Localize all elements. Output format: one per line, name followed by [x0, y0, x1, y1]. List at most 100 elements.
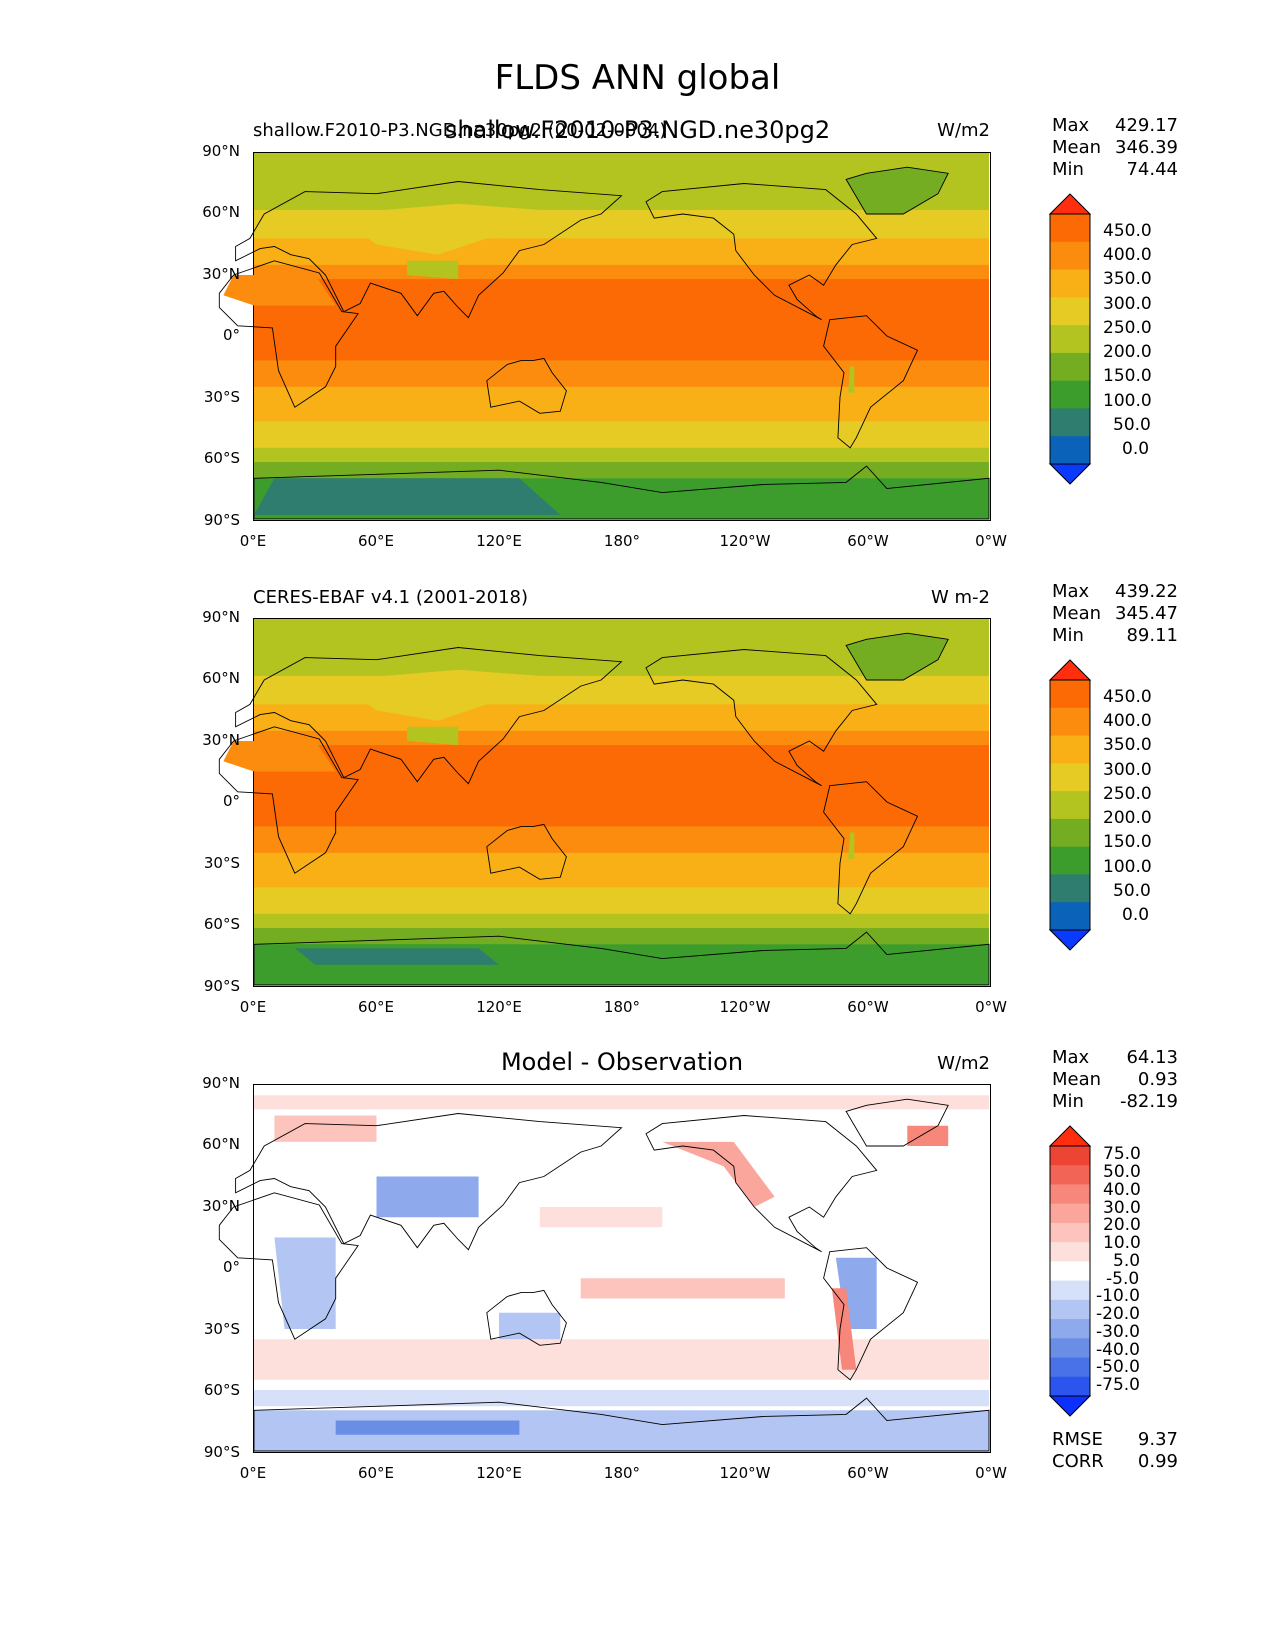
panel2-field-band: [254, 826, 989, 854]
panel3-cbar-swatch: [1050, 1146, 1090, 1166]
panel2-continent-greenland-outline: [845, 632, 949, 681]
panel3-ytick: 90°S: [203, 1443, 240, 1461]
panel1-colorbar: [1048, 193, 1092, 485]
panel1-xtick: 120°E: [476, 532, 522, 550]
panel1-cbar-swatch: [1050, 352, 1090, 382]
panel3-cbar-swatch: [1050, 1338, 1090, 1358]
panel2-ytick: 60°N: [202, 669, 240, 687]
panel1-stat-mean: 346.39: [1115, 137, 1178, 158]
panel3-xtick: 120°W: [719, 1464, 771, 1482]
panel1-sahara-fill: [223, 275, 336, 306]
panel1-left-title: shallow.F2010-P3.NGD.ne30pg2 (00-02-0004…: [253, 120, 667, 141]
panel3-ytick: 30°S: [203, 1320, 240, 1338]
panel1-cbar-swatch: [1050, 269, 1090, 298]
panel2-tibet-fill: [407, 726, 459, 746]
panel3-diff-patch: [499, 1312, 561, 1340]
panel3-ytick: 0°: [222, 1258, 240, 1276]
panel2-xtick: 0°E: [239, 998, 267, 1016]
panel3-continent-africa-outline: [218, 1192, 359, 1340]
panel3-stat-min: -82.19: [1119, 1091, 1178, 1112]
panel3-colorbar: [1048, 1125, 1092, 1417]
panel3-cbar-label: 30.0: [1103, 1198, 1141, 1218]
panel3-xtick: 180°: [603, 1464, 641, 1482]
panel3-xtick: 60°E: [357, 1464, 395, 1482]
panel1-cbar-frame: [1049, 213, 1091, 465]
panel3-diff-patch: [376, 1176, 479, 1218]
panel3-metric-label: CORR: [1052, 1451, 1104, 1472]
panel3-cbar-swatch: [1050, 1165, 1090, 1185]
panel2-cbar-swatch: [1050, 680, 1090, 709]
panel2-field-band: [254, 730, 989, 746]
figure-title: FLDS ANN global: [494, 58, 781, 98]
panel1-siberia-fill: [335, 203, 540, 255]
panel2-field-band: [254, 619, 989, 640]
panel1-ytick: 60°S: [203, 449, 240, 467]
panel2-cbar-swatch: [1050, 791, 1090, 820]
panel1-stat-min: 74.44: [1126, 159, 1178, 180]
panel3-xtick: 0°W: [975, 1464, 1007, 1482]
panel2-ytick: 90°N: [202, 608, 240, 626]
panel2-left-title: CERES-EBAF v4.1 (2001-2018): [253, 587, 529, 608]
panel1-continent-africa-outline: [218, 260, 359, 408]
panel2-cbar-label: 200.0: [1103, 808, 1152, 828]
panel1-xtick: 0°W: [975, 532, 1007, 550]
panel3-ytick: 90°N: [202, 1074, 240, 1092]
panel1-xtick: 0°E: [239, 532, 267, 550]
panel2-xtick: 0°W: [975, 998, 1007, 1016]
panel3-cbar-swatch: [1050, 1222, 1090, 1243]
panel2-stat-label: Min: [1052, 625, 1084, 646]
panel1-field: [218, 153, 990, 520]
panel1-ytick: 0°: [222, 326, 240, 344]
panel1-ytick: 90°S: [203, 511, 240, 529]
panel1-cbar-label: 50.0: [1113, 415, 1151, 435]
panel1-xtick: 60°E: [357, 532, 395, 550]
panel2-cbar-extend-min: [1048, 929, 1092, 951]
panel3-cbar-label: 40.0: [1103, 1180, 1141, 1200]
panel2-stat-label: Max: [1052, 581, 1090, 602]
panel3-diff-patch: [254, 1410, 989, 1451]
panel2-continent-south-america-outline: [823, 781, 919, 915]
panel3-cbar-swatch: [1050, 1280, 1090, 1301]
panel2-stat-label: Mean: [1052, 603, 1102, 624]
panel3-cbar-label: 50.0: [1103, 1162, 1141, 1182]
panel2-sahara-fill: [223, 741, 336, 772]
panel1-cbar-label: 150.0: [1103, 366, 1152, 386]
panel2-cbar-label: 450.0: [1103, 687, 1152, 707]
panel3-diff-patch: [254, 1339, 989, 1380]
panel2-cbar-label: 50.0: [1113, 881, 1151, 901]
panel3-cbar-label: -75.0: [1096, 1375, 1140, 1395]
panel1-cbar-swatch: [1050, 436, 1090, 465]
panel3-stat-label: Mean: [1052, 1069, 1102, 1090]
panel3-diff-patch: [539, 1207, 663, 1228]
panel3-continent-north-america-outline: [645, 1115, 878, 1253]
panel1-continent-south-america-outline: [823, 315, 919, 449]
panel3-ytick: 60°N: [202, 1135, 240, 1153]
panel1-ytick: 90°N: [202, 142, 240, 160]
panel3-metric-rmse: 9.37: [1137, 1429, 1178, 1450]
panel2-continent-eurasia-outline: [235, 647, 623, 785]
panel2-xtick: 60°E: [357, 998, 395, 1016]
panel3-metric-corr: 0.99: [1137, 1451, 1178, 1472]
panel1-ytick: 30°S: [203, 388, 240, 406]
panel1-continent-antarctica-outline: [253, 465, 990, 520]
panel2-cbar-label: 150.0: [1103, 832, 1152, 852]
panel1-cbar-extend-min: [1048, 463, 1092, 485]
panel2-stat-mean: 345.47: [1115, 603, 1178, 624]
panel1-andes-fill: [848, 366, 855, 393]
panel1-xtick: 120°W: [719, 532, 771, 550]
panel3-cbar-swatch: [1050, 1242, 1090, 1262]
panel2-xtick: 120°W: [719, 998, 771, 1016]
panel3-diff-patch: [254, 1390, 989, 1407]
panel1-cbar-label: 300.0: [1103, 294, 1152, 314]
panel2-field-band: [254, 887, 989, 915]
panel1-xtick: 60°W: [847, 532, 889, 550]
panel3-cbar-label: 20.0: [1103, 1215, 1141, 1235]
panel2-ytick: 30°N: [202, 731, 240, 749]
panel2-cbar-label: 0.0: [1122, 905, 1150, 925]
panel3-cbar-swatch: [1050, 1203, 1090, 1224]
panel1-field-band: [254, 462, 989, 479]
panel3-xtick: 0°E: [239, 1464, 267, 1482]
panel2-cbar-swatch: [1050, 818, 1090, 848]
panel1-tibet-fill: [407, 260, 459, 280]
panel3-continent-antarctica-outline: [253, 1397, 990, 1452]
